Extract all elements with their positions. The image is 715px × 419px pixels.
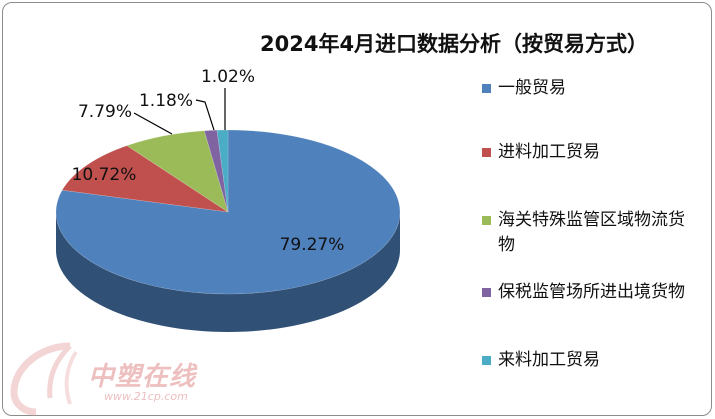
pie-slice-0 <box>55 129 401 295</box>
legend-item-1: 进料加工贸易 <box>482 140 708 165</box>
legend-label-4: 来料加工贸易 <box>498 350 600 370</box>
pie-sides <box>56 212 400 332</box>
pie-slice-2 <box>126 130 229 213</box>
legend-swatch-0 <box>482 84 491 93</box>
watermark-url: www.21cp.com <box>104 390 188 403</box>
pie-side-0 <box>56 212 400 332</box>
pie-data-label-0: 79.27% <box>280 235 345 255</box>
watermark-text: 中塑在线 <box>88 362 197 392</box>
legend-label-3: 保税监管场所进出境货物 <box>498 282 685 302</box>
pie-slice-1 <box>61 145 229 213</box>
pie-data-label-1: 10.72% <box>72 165 137 185</box>
pie-data-label-2: 7.79% <box>78 102 132 122</box>
pie-data-label-4: 1.02% <box>201 67 255 87</box>
pie-tops <box>55 129 401 295</box>
legend-item-4: 来料加工贸易 <box>482 348 708 373</box>
leader-line-2 <box>133 112 173 135</box>
legend-label-2: 海关特殊监管区域物流货物 <box>498 210 685 255</box>
chart-title: 2024年4月进口数据分析（按贸易方式） <box>260 32 649 56</box>
legend-swatch-1 <box>482 148 491 157</box>
pie-data-labels: 79.27% 10.72% 7.79% 1.18% 1.02% <box>72 67 345 255</box>
pie-data-label-3: 1.18% <box>139 91 193 111</box>
pie-slice-4 <box>216 129 229 213</box>
legend-label-1: 进料加工贸易 <box>498 142 600 162</box>
watermark-logo <box>10 342 78 416</box>
pie-slice-3 <box>203 129 229 213</box>
legend-item-0: 一般贸易 <box>482 76 708 101</box>
legend-swatch-3 <box>482 288 491 297</box>
leader-line-3 <box>195 99 215 131</box>
pie-leader-lines <box>133 88 226 135</box>
legend-swatch-2 <box>482 216 491 225</box>
legend-label-0: 一般贸易 <box>498 78 566 98</box>
legend-item-3: 保税监管场所进出境货物 <box>482 280 708 305</box>
legend-item-2: 海关特殊监管区域物流货物 <box>482 208 708 258</box>
legend-swatch-4 <box>482 356 491 365</box>
